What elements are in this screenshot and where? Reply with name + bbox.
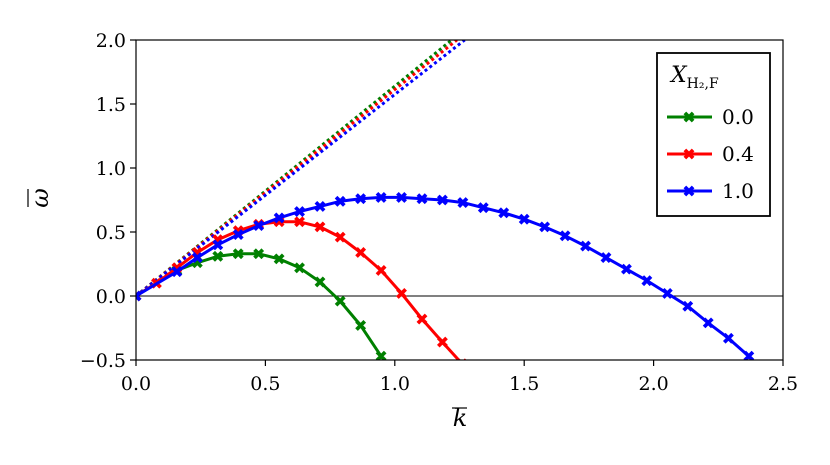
series-point-1.0 <box>334 195 346 207</box>
legend-label: 0.0 <box>722 105 754 129</box>
plot-area <box>136 40 783 360</box>
legend-title-sub: H₂,F <box>687 76 719 92</box>
series-point-1.0 <box>253 220 265 232</box>
series-point-1.0 <box>396 192 407 203</box>
series-point-0.0 <box>355 320 367 331</box>
series-point-0.0 <box>253 248 265 260</box>
legend-marker <box>683 185 695 197</box>
series-point-0.4 <box>396 288 407 299</box>
series-point-1.0 <box>436 194 448 206</box>
series-point-0.0 <box>212 250 224 262</box>
series-point-1.0 <box>191 252 203 264</box>
series-point-1.0 <box>416 193 428 205</box>
plot-frame <box>135 39 784 361</box>
plot-clip-group <box>136 40 783 360</box>
series-point-1.0 <box>355 193 367 205</box>
series-point-1.0 <box>743 350 755 360</box>
legend-entry-1.0: 1.0 <box>667 179 754 203</box>
series-point-1.0 <box>273 212 285 224</box>
series-point-1.0 <box>600 252 612 264</box>
series-point-1.0 <box>457 197 469 208</box>
x-tick-label: 1.5 <box>509 373 539 395</box>
series-0.0 <box>136 248 387 360</box>
series-point-1.0 <box>136 290 142 302</box>
series-point-0.4 <box>294 216 305 228</box>
series-point-0.0 <box>273 253 285 265</box>
series-point-0.0 <box>334 295 346 307</box>
series-point-0.4 <box>314 221 326 233</box>
y-axis-label: ω <box>26 188 54 208</box>
series-line-1.0 <box>136 195 750 358</box>
series-point-0.4 <box>416 313 428 325</box>
series-point-1.0 <box>212 239 224 251</box>
series-1.0 <box>136 192 755 360</box>
series-point-1.0 <box>314 200 326 212</box>
y-tick-label: 1.0 <box>96 158 126 180</box>
legend-label: 0.4 <box>722 142 754 166</box>
series-point-0.0 <box>294 262 305 274</box>
y-tick-label: 2.0 <box>96 30 126 52</box>
ticks: 0.0 0.5 1.0 1.5 2.0 2.5−0.50.00.51.01.52.0 <box>80 30 798 395</box>
series-point-0.4 <box>355 247 367 258</box>
series-point-1.0 <box>682 300 694 312</box>
legend-title-main: X <box>669 63 688 88</box>
legend-label: 1.0 <box>722 179 754 203</box>
x-tick-label: 0.0 <box>121 373 151 395</box>
legend: XH₂,F 0.0 0.4 1.0 <box>656 52 771 217</box>
legend-entry-0.4: 0.4 <box>667 142 754 166</box>
series-point-1.0 <box>559 230 571 242</box>
y-tick-label: −0.5 <box>80 350 126 372</box>
series-point-1.0 <box>171 266 183 278</box>
series-point-1.0 <box>621 263 632 275</box>
x-tick-label: 1.0 <box>380 373 410 395</box>
asymptote-line-1.0 <box>136 40 466 298</box>
series-point-0.0 <box>375 350 387 360</box>
y-axis-label-text: ω <box>26 188 54 208</box>
series-point-1.0 <box>702 317 714 329</box>
series-point-1.0 <box>641 275 653 287</box>
y-tick-label: 1.5 <box>96 94 126 116</box>
legend-box <box>656 52 771 217</box>
series-point-1.0 <box>477 202 489 214</box>
legend-title: XH₂,F <box>669 63 719 92</box>
series-point-0.4 <box>375 264 387 276</box>
series-point-1.0 <box>232 229 244 240</box>
series-point-0.0 <box>232 248 244 260</box>
series-0.4 <box>136 216 467 360</box>
series-point-1.0 <box>375 192 387 203</box>
series-point-0.4 <box>436 336 448 348</box>
x-axis-label-text: k <box>453 404 468 432</box>
series-point-1.0 <box>498 207 510 219</box>
legend-entries: 0.0 0.4 1.0 <box>667 105 754 203</box>
legend-marker <box>683 111 695 123</box>
series-point-1.0 <box>722 332 734 344</box>
series-point-1.0 <box>661 288 673 299</box>
series-point-1.0 <box>580 240 591 252</box>
series-line-0.4 <box>136 220 461 360</box>
series-point-1.0 <box>294 206 305 217</box>
legend-marker <box>683 148 695 160</box>
y-tick-label: 0.0 <box>96 286 126 308</box>
series-point-0.4 <box>334 231 346 243</box>
series-point-1.0 <box>518 213 530 225</box>
x-axis-label: k <box>452 404 467 432</box>
y-tick-label: 0.5 <box>96 222 126 244</box>
legend-entry-0.0: 0.0 <box>667 105 754 129</box>
x-tick-label: 2.0 <box>638 373 668 395</box>
series-point-1.0 <box>539 221 551 233</box>
series-point-0.0 <box>314 276 326 288</box>
x-tick-label: 0.5 <box>250 373 280 395</box>
x-tick-label: 2.5 <box>768 373 798 395</box>
